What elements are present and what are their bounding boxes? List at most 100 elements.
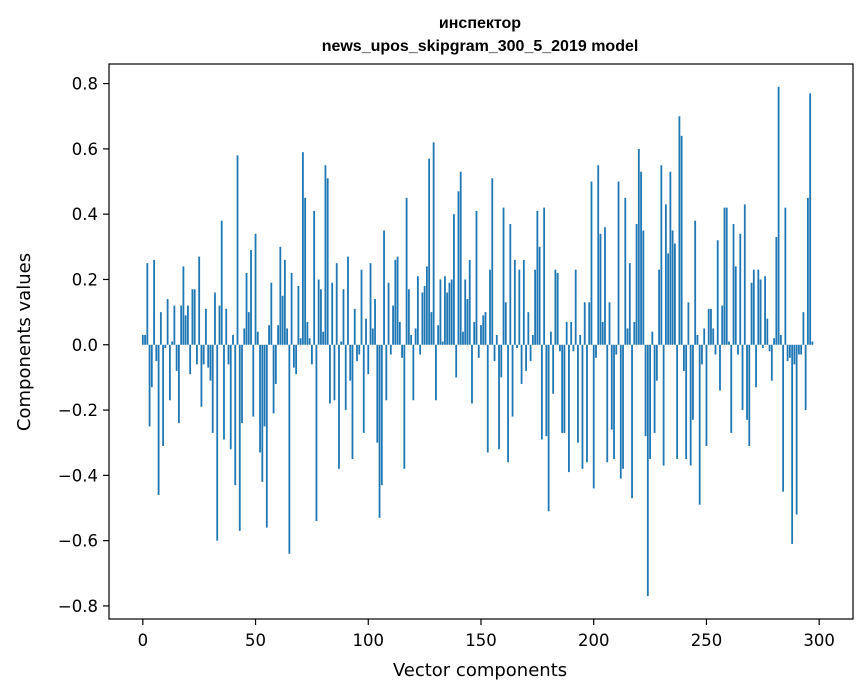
bar (338, 344, 340, 469)
bar (448, 282, 451, 345)
bar (387, 282, 390, 345)
bar (347, 256, 349, 345)
bar (664, 204, 667, 345)
bar (369, 263, 372, 345)
bar (247, 312, 250, 345)
bar (351, 344, 354, 460)
bar (480, 325, 482, 345)
bar (513, 259, 516, 345)
x-tick-label: 150 (465, 631, 497, 650)
bar (728, 341, 730, 345)
bar (694, 220, 697, 345)
bar (164, 344, 167, 349)
bar (211, 344, 214, 433)
bar (227, 344, 230, 365)
bar (193, 289, 196, 345)
bar (516, 344, 518, 349)
bar (779, 334, 782, 345)
bar (486, 344, 489, 453)
bar (606, 344, 609, 463)
bar (669, 171, 672, 345)
bar (464, 279, 467, 345)
bar (360, 269, 363, 345)
bar (223, 344, 225, 440)
bar (423, 286, 426, 345)
bar (768, 344, 771, 352)
bar (604, 227, 606, 345)
bar (401, 344, 403, 358)
bar (719, 344, 721, 391)
bar (457, 191, 460, 345)
bar (522, 259, 525, 345)
bar (292, 344, 295, 368)
bar (475, 210, 478, 345)
bar (268, 325, 270, 345)
bar (626, 328, 629, 345)
bar (525, 344, 527, 371)
bar (259, 344, 261, 453)
bar (365, 318, 367, 345)
bar (187, 305, 189, 345)
bar (250, 250, 252, 345)
bar (421, 292, 424, 345)
bar (500, 344, 503, 378)
bar (804, 344, 807, 411)
bar (200, 344, 203, 407)
bar (739, 233, 742, 345)
y-tick-label: −0.4 (58, 466, 98, 485)
bar (405, 197, 408, 345)
bar (243, 328, 246, 345)
bar (153, 259, 155, 345)
bar (725, 207, 728, 345)
bar (175, 344, 178, 371)
bar (619, 344, 622, 479)
bar (601, 321, 604, 345)
bar (367, 344, 370, 375)
bar (791, 344, 794, 544)
bar (362, 344, 365, 433)
bar (416, 276, 419, 345)
bar (538, 246, 541, 345)
bar (229, 344, 232, 450)
bar (703, 328, 706, 345)
bar (214, 292, 216, 345)
bar (624, 197, 627, 345)
bar (466, 299, 469, 345)
bar (685, 344, 688, 460)
bar (746, 344, 748, 420)
bar (453, 214, 455, 345)
bar (583, 302, 586, 345)
bar (371, 328, 374, 345)
bar (696, 334, 699, 345)
bar (777, 86, 780, 345)
y-tick-label: −0.6 (58, 532, 98, 551)
bar (444, 276, 446, 345)
bar (374, 299, 376, 345)
bar (565, 321, 568, 345)
bar (755, 344, 757, 388)
bar (527, 312, 530, 345)
bar (146, 263, 149, 345)
bar (232, 334, 234, 345)
bar (392, 305, 394, 345)
bar (759, 279, 762, 345)
bar (617, 181, 620, 345)
bar (698, 344, 701, 505)
bar (701, 344, 703, 365)
bar (358, 344, 361, 355)
bar (263, 344, 266, 427)
y-tick-label: −0.8 (58, 597, 98, 616)
bar (241, 344, 243, 424)
bar (403, 344, 406, 469)
bar (653, 344, 656, 433)
bar (730, 344, 733, 433)
bar (683, 344, 685, 371)
bar (721, 305, 724, 345)
y-axis-label: Components values (14, 253, 35, 431)
bar (559, 344, 561, 352)
bar (518, 269, 521, 345)
bar (191, 289, 194, 345)
bar (732, 223, 735, 345)
bar (238, 344, 241, 531)
bar (563, 344, 566, 433)
